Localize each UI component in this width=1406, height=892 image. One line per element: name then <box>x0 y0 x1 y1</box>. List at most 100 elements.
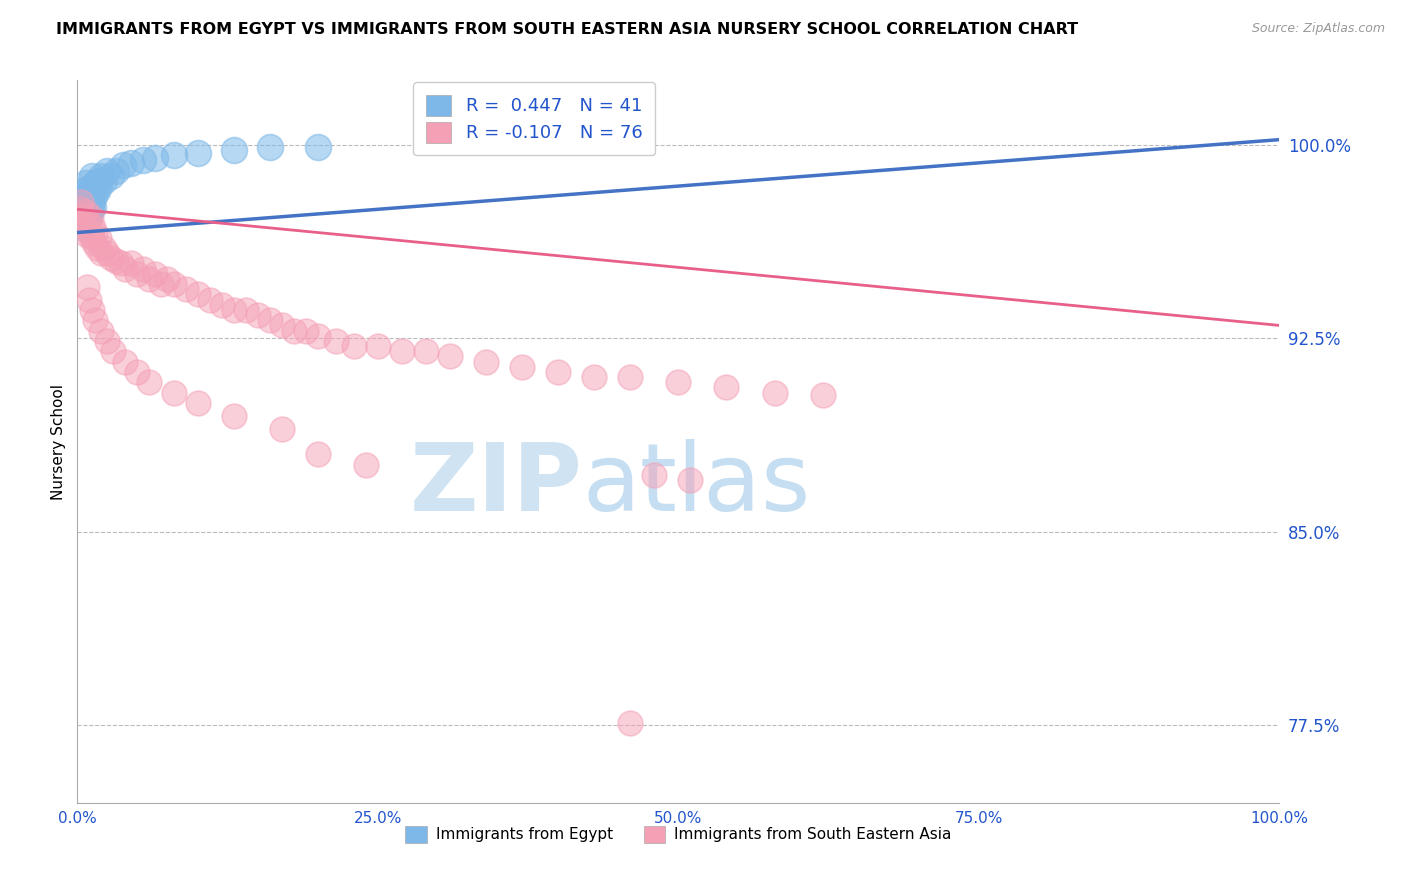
Point <box>80 194 103 209</box>
Point <box>186 145 209 160</box>
Point <box>79 293 101 307</box>
Point <box>619 370 641 384</box>
Point <box>77 205 100 219</box>
Point <box>83 189 105 203</box>
Point <box>79 226 101 240</box>
Point <box>619 715 641 730</box>
Point <box>79 184 101 198</box>
Point <box>145 267 167 281</box>
Text: Source: ZipAtlas.com: Source: ZipAtlas.com <box>1251 22 1385 36</box>
Point <box>120 156 142 170</box>
Point <box>104 254 127 268</box>
Point <box>270 318 292 333</box>
Point <box>70 189 93 203</box>
Point <box>70 202 93 217</box>
Point <box>75 205 97 219</box>
Point <box>198 293 221 307</box>
Point <box>76 279 98 293</box>
Point <box>82 220 104 235</box>
Point <box>79 189 101 203</box>
Text: IMMIGRANTS FROM EGYPT VS IMMIGRANTS FROM SOUTH EASTERN ASIA NURSERY SCHOOL CORRE: IMMIGRANTS FROM EGYPT VS IMMIGRANTS FROM… <box>56 22 1078 37</box>
Point <box>79 210 101 224</box>
Point <box>70 220 93 235</box>
Point <box>211 298 233 312</box>
Point <box>222 302 245 317</box>
Point <box>222 409 245 423</box>
Point <box>76 228 98 243</box>
Point <box>583 370 606 384</box>
Point <box>90 169 112 183</box>
Point <box>235 302 257 317</box>
Point <box>283 324 305 338</box>
Point <box>96 246 118 260</box>
Point <box>186 287 209 301</box>
Point <box>79 210 101 224</box>
Point <box>87 179 110 194</box>
Point <box>150 277 173 292</box>
Point <box>103 344 125 359</box>
Point <box>811 388 834 402</box>
Point <box>73 220 96 235</box>
Point <box>72 210 94 224</box>
Point <box>90 246 112 260</box>
Point <box>77 215 100 229</box>
Point <box>96 334 118 348</box>
Point <box>76 192 98 206</box>
Point <box>93 241 115 255</box>
Point <box>84 226 107 240</box>
Point <box>679 473 702 487</box>
Point <box>79 202 101 217</box>
Point <box>145 151 167 165</box>
Point <box>475 354 498 368</box>
Point <box>75 177 97 191</box>
Point <box>510 359 533 374</box>
Point <box>174 282 197 296</box>
Point <box>73 215 96 229</box>
Point <box>156 272 179 286</box>
Point <box>86 241 108 255</box>
Point <box>120 256 142 270</box>
Point <box>246 308 269 322</box>
Point <box>186 396 209 410</box>
Point <box>75 207 97 221</box>
Point <box>547 365 569 379</box>
Point <box>132 261 155 276</box>
Point <box>87 230 110 244</box>
Point <box>73 194 96 209</box>
Point <box>80 230 103 244</box>
Point <box>84 313 107 327</box>
Point <box>93 174 115 188</box>
Point <box>86 184 108 198</box>
Point <box>69 202 91 217</box>
Point <box>96 163 118 178</box>
Point <box>127 365 149 379</box>
Point <box>391 344 413 359</box>
Point <box>259 313 281 327</box>
Point <box>70 194 93 209</box>
Point <box>294 324 316 338</box>
Point <box>138 272 160 286</box>
Point <box>77 181 100 195</box>
Point <box>114 261 136 276</box>
Text: ZIP: ZIP <box>409 439 582 531</box>
Point <box>138 375 160 389</box>
Point <box>90 324 112 338</box>
Point <box>82 200 104 214</box>
Y-axis label: Nursery School: Nursery School <box>51 384 66 500</box>
Point <box>162 277 184 292</box>
Point <box>415 344 437 359</box>
Point <box>104 163 127 178</box>
Point <box>367 339 389 353</box>
Point <box>72 184 94 198</box>
Point <box>222 143 245 157</box>
Point <box>72 210 94 224</box>
Point <box>716 380 738 394</box>
Point <box>307 447 329 461</box>
Point <box>307 140 329 154</box>
Point <box>259 140 281 154</box>
Point <box>82 179 104 194</box>
Point <box>84 177 107 191</box>
Point <box>87 174 110 188</box>
Point <box>70 215 93 229</box>
Point <box>439 350 461 364</box>
